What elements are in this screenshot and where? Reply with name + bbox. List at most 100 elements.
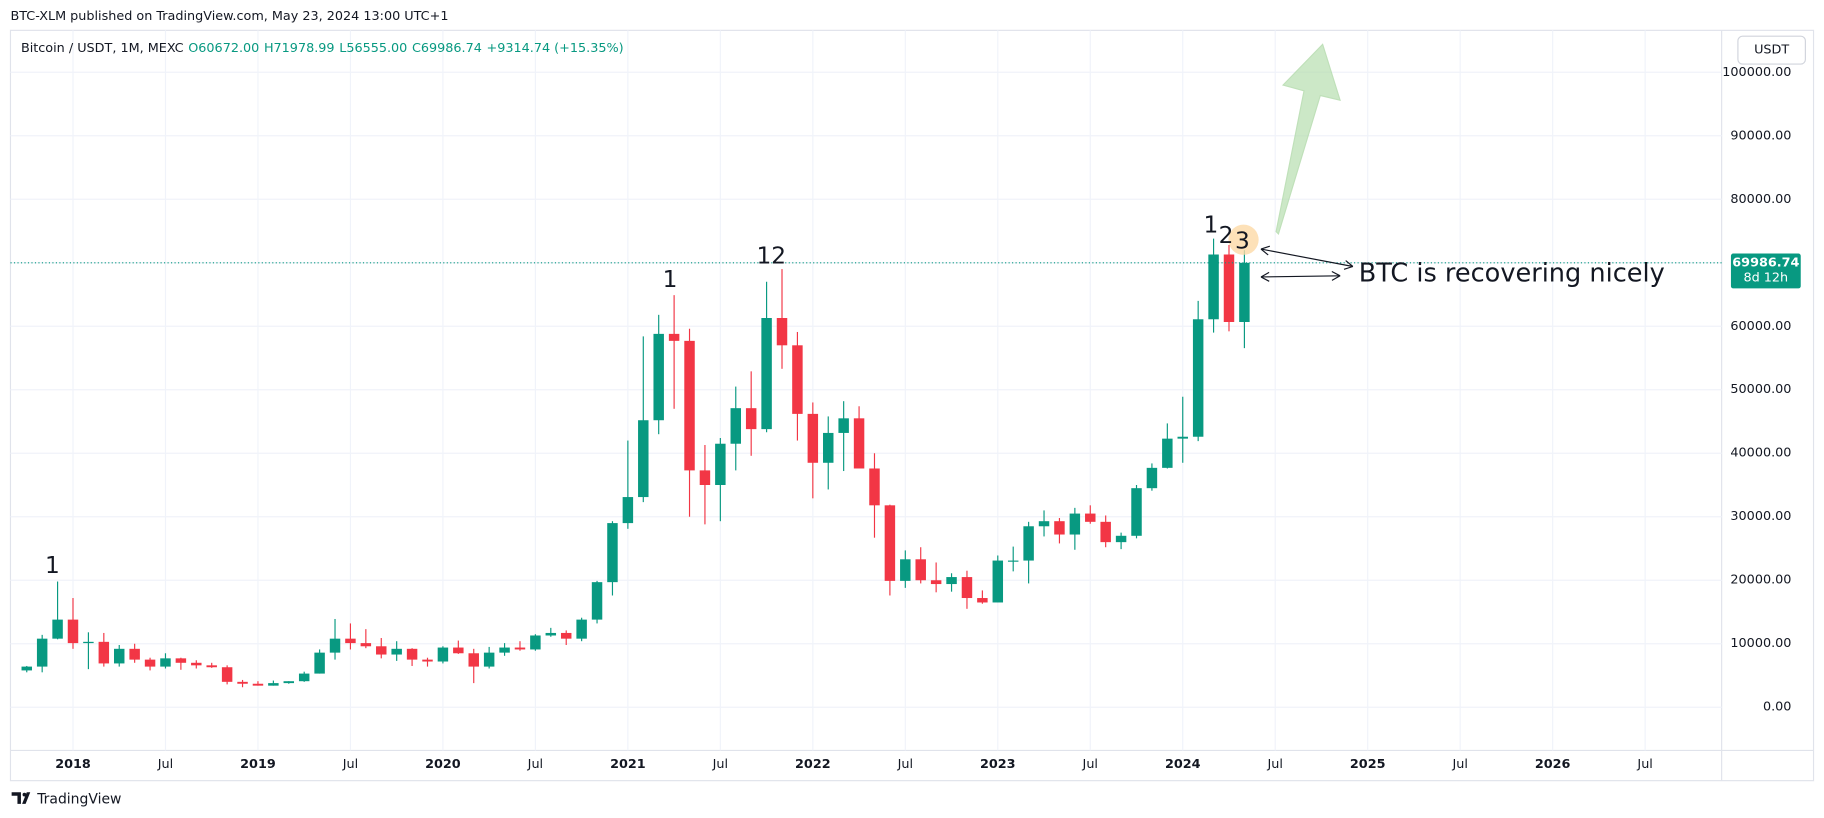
annotation-arrow [1260, 248, 1353, 268]
candle-body [206, 665, 217, 668]
candle-body [175, 658, 187, 663]
currency-button-label[interactable]: USDT [1754, 43, 1789, 58]
candle-body [1239, 262, 1250, 322]
candle-body [1007, 560, 1019, 562]
candle-body [699, 470, 711, 485]
candle-body [160, 658, 171, 667]
candle-body [1054, 521, 1065, 535]
candle-body [715, 443, 726, 485]
y-tick-label: 10000.00 [1730, 636, 1791, 651]
annotation: 3 [1235, 228, 1250, 255]
arrow-head [1260, 276, 1270, 282]
x-tick-label: 2019 [240, 757, 276, 772]
candle-body [900, 559, 911, 581]
candle-body [314, 652, 325, 674]
candle-body [560, 632, 572, 639]
candle-body [992, 560, 1004, 603]
candle-body [1115, 535, 1127, 543]
legend-symbol: Bitcoin / USDT, 1M, MEXC [21, 40, 184, 55]
y-tick-label: 50000.00 [1730, 382, 1791, 397]
candle-body [21, 666, 32, 671]
candle-body [1131, 488, 1142, 536]
x-tick-label: 2026 [1535, 757, 1571, 772]
candle-body [67, 619, 79, 644]
y-tick-label: 20000.00 [1730, 573, 1791, 588]
candle-body [977, 598, 988, 603]
candle-body [360, 643, 372, 647]
x-tick-label: Jul [897, 757, 913, 772]
candle-body [114, 648, 125, 664]
candle-body [437, 647, 449, 662]
candle-body [622, 497, 634, 524]
candle-body [653, 333, 664, 421]
price-label-box [1730, 253, 1801, 289]
annotation: 1 [663, 266, 678, 293]
candle-body [298, 673, 310, 682]
candle-body [530, 635, 541, 650]
legend-value: O60672.00 [188, 40, 259, 55]
x-tick-label: 2020 [425, 757, 461, 772]
annotation-arrow [1260, 275, 1341, 278]
legend-value: L56555.00 [339, 40, 407, 55]
arrow-head [1343, 265, 1354, 270]
x-tick-label: 2023 [980, 757, 1016, 772]
candle-body [1085, 513, 1096, 522]
annotation: 12 [756, 243, 786, 270]
legend-value: +9314.74 (+15.35%) [487, 40, 624, 55]
candles [21, 238, 1250, 688]
candle-body [1069, 513, 1081, 535]
candle-body [283, 681, 295, 684]
annotation: 1 [1204, 211, 1219, 238]
price-label: 69986.74 [1732, 255, 1799, 270]
x-tick-label: Jul [342, 757, 358, 772]
x-tick-label: Jul [157, 757, 173, 772]
candle-body [453, 647, 464, 654]
candle-body [730, 408, 741, 444]
brand-logo [11, 792, 31, 804]
candle-body [776, 318, 788, 346]
candle-body [1177, 436, 1188, 439]
candle-body [684, 340, 695, 471]
candle-body [545, 632, 557, 636]
y-tick-label: 90000.00 [1730, 128, 1791, 143]
arrow-head [1260, 271, 1270, 278]
candle-body [83, 641, 94, 644]
y-tick-label: 0.00 [1763, 700, 1791, 715]
candle-body [191, 662, 202, 666]
x-tick-label: 2024 [1165, 757, 1201, 772]
candle-body [406, 648, 418, 660]
candle-body [237, 681, 248, 684]
annotation: 2 [1219, 222, 1234, 249]
candle-body [468, 653, 479, 667]
legend-value: C69986.74 [412, 40, 482, 55]
candle-body [1162, 438, 1173, 468]
candle-body [607, 523, 618, 583]
candle-body [52, 619, 63, 639]
candle-body [761, 318, 772, 430]
x-tick-label: 2018 [55, 757, 91, 772]
x-tick-label: Jul [527, 757, 543, 772]
candle-body [1192, 319, 1204, 437]
annotation: BTC is recovering nicely [1359, 259, 1665, 289]
candle-body [1223, 254, 1235, 322]
currency-button[interactable] [1737, 35, 1806, 65]
candle-body [915, 559, 926, 581]
x-tick-label: 2022 [795, 757, 831, 772]
y-tick-label: 80000.00 [1730, 192, 1791, 207]
countdown: 8d 12h [1743, 270, 1788, 285]
x-tick-label: Jul [1267, 757, 1283, 772]
candle-body [252, 683, 264, 686]
x-tick-label: 2021 [610, 757, 646, 772]
candle-body [638, 420, 649, 498]
candle-body [946, 577, 957, 585]
candle-body [884, 505, 896, 581]
legend: Bitcoin / USDT, 1M, MEXC O60672.00 H71978.… [21, 40, 624, 55]
candle-body [514, 647, 526, 650]
x-tick-label: Jul [712, 757, 728, 772]
candle-body [745, 408, 757, 430]
grid [10, 30, 1722, 751]
annotation: 1 [45, 552, 60, 579]
candle-body [376, 646, 387, 655]
candle-body [1100, 521, 1111, 543]
